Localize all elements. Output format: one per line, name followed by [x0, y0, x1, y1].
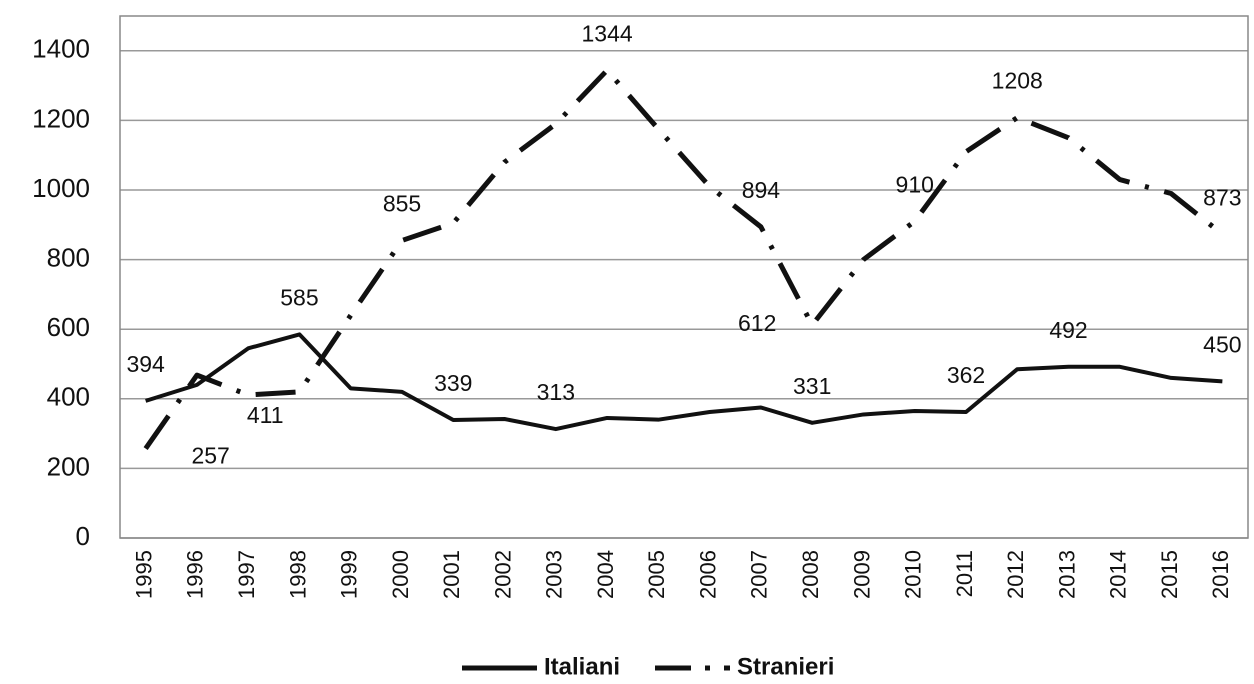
legend-label: Stranieri [737, 653, 834, 680]
x-tick-label: 1998 [285, 550, 310, 599]
y-tick-label: 1000 [32, 173, 90, 203]
data-label: 362 [947, 362, 985, 388]
data-label: 855 [383, 191, 421, 217]
x-tick-label: 2014 [1106, 550, 1131, 599]
x-tick-label: 1997 [234, 550, 259, 599]
x-tick-label: 2013 [1054, 550, 1079, 599]
x-tick-label: 1995 [131, 550, 156, 599]
x-tick-label: 2012 [1003, 550, 1028, 599]
data-label: 873 [1203, 184, 1241, 210]
data-label: 1208 [992, 68, 1043, 94]
x-tick-label: 2006 [695, 550, 720, 599]
x-tick-label: 2001 [439, 550, 464, 599]
x-tick-label: 2011 [952, 550, 977, 597]
y-tick-label: 200 [47, 451, 90, 481]
data-label: 394 [126, 351, 165, 377]
x-tick-label: 2015 [1157, 550, 1182, 599]
data-label: 1344 [582, 20, 633, 46]
x-tick-label: 2009 [849, 550, 874, 599]
y-tick-label: 400 [47, 382, 90, 412]
x-tick-label: 2007 [747, 550, 772, 599]
x-tick-label: 1996 [183, 550, 208, 599]
line-0 [145, 332, 1223, 432]
data-label: 331 [793, 373, 831, 399]
x-tick-label: 2016 [1208, 550, 1233, 599]
data-label: 450 [1203, 331, 1241, 357]
x-tick-label: 2002 [490, 550, 515, 599]
data-label: 492 [1049, 317, 1087, 343]
y-tick-label: 800 [47, 242, 90, 272]
data-label: 339 [434, 370, 472, 396]
data-label: 894 [742, 177, 781, 203]
line-1 [143, 67, 1224, 450]
y-tick-label: 1200 [32, 103, 90, 133]
x-tick-label: 2008 [798, 550, 823, 599]
x-tick-label: 2005 [644, 550, 669, 599]
data-label: 313 [537, 379, 575, 405]
data-label: 411 [247, 402, 284, 428]
x-tick-label: 2003 [542, 550, 567, 599]
y-tick-label: 600 [47, 312, 90, 342]
x-tick-label: 1999 [337, 550, 362, 599]
legend-label: Italiani [544, 653, 620, 680]
plot-area [119, 15, 1249, 539]
x-tick-label: 2010 [901, 550, 926, 599]
data-label: 257 [191, 443, 229, 469]
y-tick-label: 0 [76, 521, 90, 551]
data-label: 585 [280, 284, 318, 310]
x-tick-label: 2000 [388, 550, 413, 599]
x-tick-label: 2004 [593, 550, 618, 599]
data-label: 910 [896, 171, 934, 197]
y-tick-label: 1400 [32, 34, 90, 64]
data-label: 612 [738, 310, 776, 336]
